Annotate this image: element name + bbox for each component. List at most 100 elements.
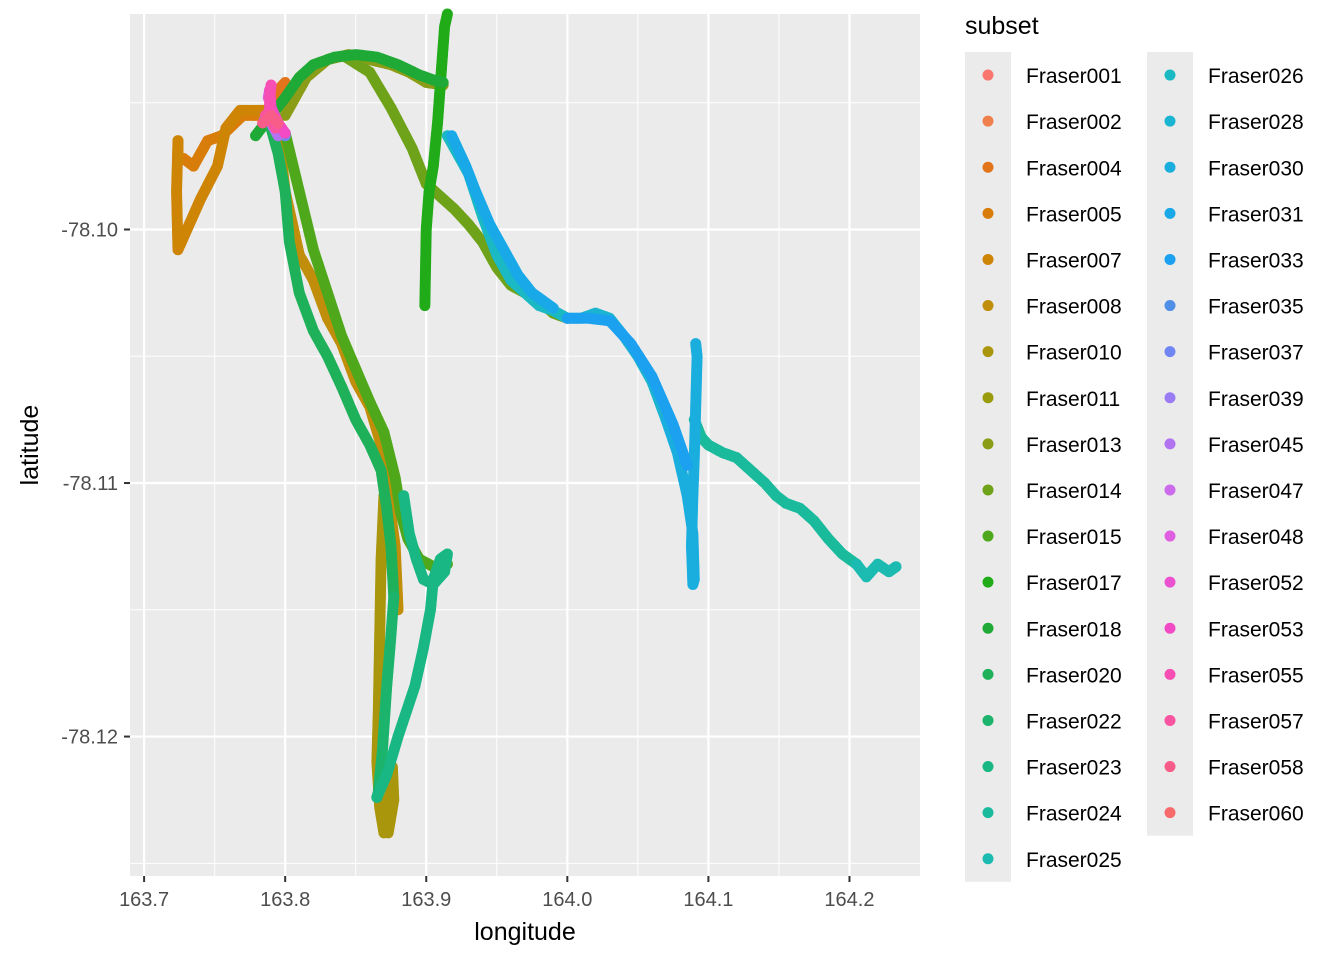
legend-label: Fraser018 bbox=[1026, 618, 1122, 641]
series-Fraser030 bbox=[660, 338, 703, 590]
y-tick-label: -78.11 bbox=[63, 473, 118, 495]
legend-item-Fraser037: Fraser037 bbox=[1164, 342, 1304, 365]
series-Fraser031 bbox=[446, 130, 559, 314]
legend-item-Fraser015: Fraser015 bbox=[982, 526, 1122, 549]
legend-label: Fraser020 bbox=[1026, 664, 1122, 687]
legend-item-Fraser026: Fraser026 bbox=[1164, 65, 1304, 88]
legend-label: Fraser028 bbox=[1208, 111, 1304, 134]
legend-key-dot bbox=[982, 253, 994, 265]
legend-item-Fraser025: Fraser025 bbox=[982, 849, 1122, 872]
x-axis-title: longitude bbox=[474, 918, 575, 946]
legend-key-dot bbox=[1164, 115, 1176, 127]
legend-label: Fraser053 bbox=[1208, 618, 1304, 641]
legend-label: Fraser030 bbox=[1208, 157, 1304, 180]
legend-label: Fraser033 bbox=[1208, 249, 1304, 272]
legend-key-dot bbox=[982, 392, 994, 404]
legend-item-Fraser002: Fraser002 bbox=[982, 111, 1122, 134]
y-tick-label: -78.10 bbox=[61, 220, 118, 242]
legend-key-dot bbox=[1164, 346, 1176, 358]
data-points bbox=[171, 8, 902, 839]
legend-label: Fraser025 bbox=[1026, 849, 1122, 872]
legend-label: Fraser026 bbox=[1208, 65, 1304, 88]
legend-title: subset bbox=[965, 12, 1039, 40]
x-tick-label: 164.2 bbox=[824, 889, 874, 911]
legend-label: Fraser002 bbox=[1026, 111, 1122, 134]
legend-item-Fraser013: Fraser013 bbox=[982, 434, 1122, 457]
legend-item-Fraser023: Fraser023 bbox=[982, 757, 1122, 780]
legend-item-Fraser018: Fraser018 bbox=[982, 618, 1122, 641]
legend-key-dot bbox=[982, 346, 994, 358]
legend-item-Fraser007: Fraser007 bbox=[982, 249, 1122, 272]
y-tick-label: -78.12 bbox=[61, 727, 118, 749]
legend-key-dot bbox=[982, 438, 994, 450]
legend-label: Fraser017 bbox=[1026, 572, 1122, 595]
legend-key-dot bbox=[1164, 161, 1176, 173]
legend-item-Fraser011: Fraser011 bbox=[982, 388, 1120, 411]
legend-label: Fraser047 bbox=[1208, 480, 1304, 503]
data-point bbox=[690, 338, 702, 350]
legend-key-dot bbox=[1164, 438, 1176, 450]
legend-key-dot bbox=[1164, 761, 1176, 773]
legend-item-Fraser052: Fraser052 bbox=[1164, 572, 1304, 595]
data-point bbox=[547, 302, 559, 314]
legend-key-dot bbox=[1164, 576, 1176, 588]
legend-key-dot bbox=[982, 576, 994, 588]
legend-item-Fraser048: Fraser048 bbox=[1164, 526, 1304, 549]
legend-key-dot bbox=[982, 161, 994, 173]
legend-key-dot bbox=[1164, 668, 1176, 680]
legend-label: Fraser024 bbox=[1026, 803, 1122, 826]
legend-label: Fraser045 bbox=[1208, 434, 1304, 457]
data-point bbox=[382, 827, 394, 839]
legend-key-dot bbox=[982, 714, 994, 726]
series-Fraser058 bbox=[257, 109, 284, 129]
y-axis-title: latitude bbox=[16, 405, 44, 486]
x-tick-label: 164.0 bbox=[542, 889, 592, 911]
legend-label: Fraser035 bbox=[1208, 296, 1304, 319]
legend-key-dot bbox=[982, 115, 994, 127]
y-axis-ticks: -78.10 -78.11 -78.12 bbox=[61, 220, 130, 749]
series-Fraser015 bbox=[279, 127, 453, 573]
panel-background bbox=[130, 14, 920, 876]
data-point bbox=[398, 490, 410, 502]
legend-key-dot bbox=[1164, 622, 1176, 634]
legend-item-Fraser020: Fraser020 bbox=[982, 664, 1122, 687]
grid-minor bbox=[130, 14, 920, 876]
legend-item-Fraser035: Fraser035 bbox=[1164, 296, 1304, 319]
legend-item-Fraser022: Fraser022 bbox=[982, 710, 1122, 733]
legend-key-dot bbox=[982, 207, 994, 219]
legend-label: Fraser008 bbox=[1026, 296, 1122, 319]
data-point bbox=[279, 127, 291, 139]
legend: Fraser001 Fraser002 Fraser004 Fraser005 Fras… bbox=[965, 52, 1304, 882]
x-axis-ticks: 163.7 163.8 163.9 164.0 164.1 164.2 bbox=[119, 876, 874, 911]
data-point bbox=[437, 76, 449, 88]
legend-item-Fraser055: Fraser055 bbox=[1164, 664, 1304, 687]
legend-item-Fraser031: Fraser031 bbox=[1164, 203, 1304, 226]
series-Fraser018 bbox=[250, 49, 449, 142]
legend-item-Fraser045: Fraser045 bbox=[1164, 434, 1304, 457]
legend-key-dot bbox=[1164, 530, 1176, 542]
series-Fraser007 bbox=[171, 104, 274, 256]
x-tick-label: 164.1 bbox=[683, 889, 733, 911]
x-tick-label: 163.9 bbox=[401, 889, 451, 911]
legend-label: Fraser057 bbox=[1208, 710, 1304, 733]
legend-key-dot bbox=[1164, 484, 1176, 496]
legend-label: Fraser037 bbox=[1208, 342, 1304, 365]
legend-label: Fraser015 bbox=[1026, 526, 1122, 549]
legend-label: Fraser011 bbox=[1026, 388, 1120, 411]
legend-item-Fraser030: Fraser030 bbox=[1164, 157, 1304, 180]
legend-label: Fraser004 bbox=[1026, 157, 1122, 180]
legend-label: Fraser052 bbox=[1208, 572, 1304, 595]
legend-key-dot bbox=[982, 530, 994, 542]
legend-key-dot bbox=[1164, 392, 1176, 404]
legend-key-dot bbox=[982, 622, 994, 634]
legend-item-Fraser001: Fraser001 bbox=[982, 65, 1122, 88]
x-tick-label: 163.8 bbox=[260, 889, 310, 911]
legend-key-dot bbox=[1164, 69, 1176, 81]
legend-item-Fraser053: Fraser053 bbox=[1164, 618, 1304, 641]
legend-key-dot bbox=[982, 300, 994, 312]
legend-key-background bbox=[965, 52, 1011, 882]
legend-key-dot bbox=[1164, 253, 1176, 265]
legend-key-dot bbox=[982, 853, 994, 865]
legend-key-dot bbox=[1164, 807, 1176, 819]
